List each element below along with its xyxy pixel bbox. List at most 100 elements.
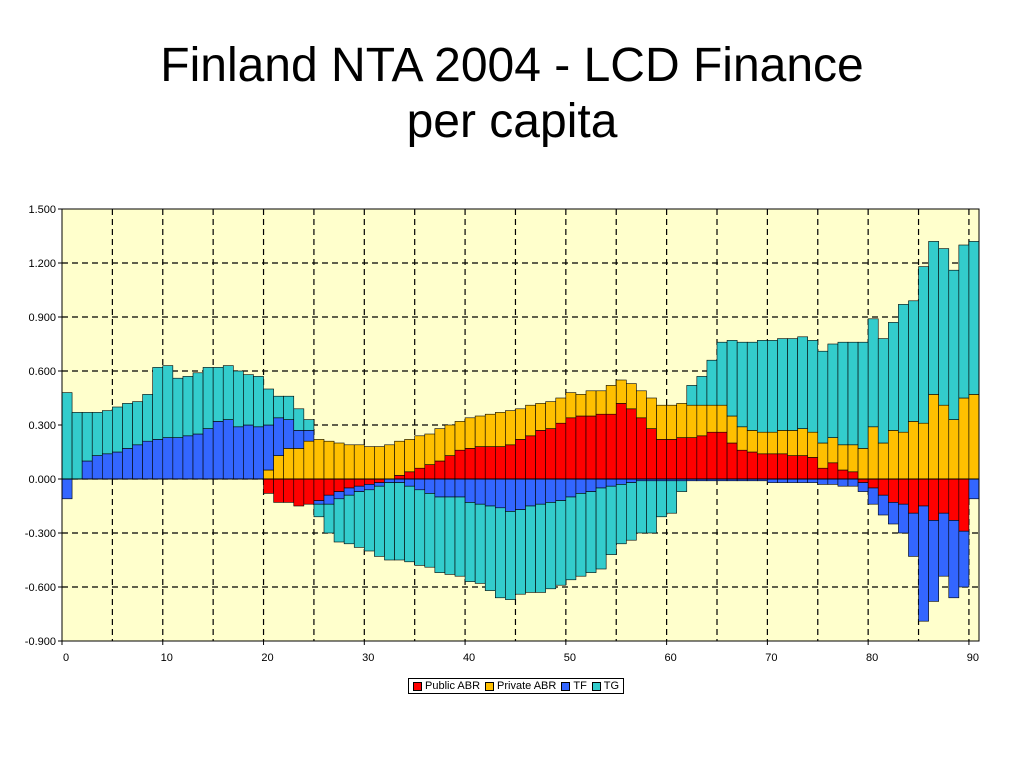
bar-public-abr [817, 467, 829, 480]
bars [61, 241, 980, 622]
bar-tg [605, 485, 617, 555]
bar-public-abr [293, 478, 305, 507]
bar-tg [222, 365, 234, 420]
bar-tf [323, 494, 335, 505]
bar-private-abr [877, 442, 889, 480]
bar-public-abr [857, 478, 869, 483]
bar-tg [656, 480, 667, 518]
bar-public-abr [847, 471, 859, 480]
bar-private-abr [505, 410, 516, 446]
bar-public-abr [333, 478, 345, 492]
bar-tg [676, 480, 688, 492]
x-tick-label: 10 [161, 652, 173, 664]
y-tick-label: -0.300 [25, 528, 56, 540]
bar-tg [968, 241, 980, 395]
bar-tf [464, 478, 476, 503]
bar-public-abr [686, 437, 698, 480]
bar-tg [474, 503, 486, 584]
bar-tg [505, 511, 516, 600]
bar-tf [91, 455, 103, 480]
bar-tg [71, 412, 83, 480]
bar-tg [253, 376, 264, 428]
bar-public-abr [767, 453, 778, 480]
bar-private-abr [636, 390, 647, 419]
bar-tg [757, 340, 768, 433]
bar-public-abr [787, 455, 798, 480]
bar-tg [394, 482, 405, 561]
bar-tf [817, 478, 829, 485]
bar-private-abr [575, 394, 587, 417]
bar-private-abr [545, 401, 557, 429]
bar-public-abr [777, 453, 788, 480]
bar-public-abr [414, 467, 426, 480]
bar-tg [353, 491, 365, 548]
bar-private-abr [615, 379, 627, 404]
y-tick-label: 1.500 [28, 204, 56, 216]
bar-public-abr [283, 478, 295, 503]
bar-tg [112, 406, 123, 453]
bar-tg [797, 336, 808, 429]
bar-public-abr [706, 431, 718, 480]
bar-tg [726, 340, 738, 417]
bar-private-abr [847, 444, 859, 473]
bar-public-abr [595, 413, 607, 480]
x-axis-ticks: 0 10 20 30 40 50 60 70 80 90 [61, 641, 979, 664]
bar-tf [61, 478, 73, 500]
bar-private-abr [736, 426, 748, 451]
bar-tg [273, 395, 284, 419]
bar-tg [142, 394, 153, 442]
bar-tg [152, 367, 164, 440]
bar-public-abr [757, 453, 768, 480]
bar-public-abr [374, 478, 385, 483]
bar-tg [686, 385, 698, 406]
bar-tg [706, 359, 718, 406]
bar-tf [142, 440, 153, 480]
bar-public-abr [525, 435, 536, 480]
bar-tg [857, 341, 869, 449]
bar-private-abr [303, 440, 315, 480]
bar-tf [767, 478, 778, 483]
bar-private-abr [958, 397, 970, 480]
bar-tf [424, 478, 436, 494]
bar-public-abr [364, 478, 375, 485]
bar-private-abr [595, 390, 607, 415]
bar-private-abr [626, 383, 637, 410]
bar-private-abr [434, 428, 446, 462]
bar-public-abr [474, 446, 486, 480]
bar-private-abr [484, 413, 496, 447]
bar-tf [353, 485, 365, 492]
x-tick-label: 0 [63, 652, 69, 664]
x-tick-label: 70 [765, 652, 777, 664]
bar-private-abr [706, 404, 718, 433]
bar-public-abr [585, 415, 597, 480]
bar-private-abr [646, 397, 657, 429]
bar-tf [283, 419, 295, 449]
legend-label-private-abr: Private ABR [497, 680, 557, 692]
bar-private-abr [726, 415, 738, 444]
bar-tf [908, 512, 919, 557]
bar-tg [102, 410, 113, 455]
bar-private-abr [495, 412, 506, 447]
bar-tf [626, 478, 637, 483]
bar-private-abr [837, 444, 849, 471]
legend-item-public-abr: Public ABR [413, 680, 480, 692]
bar-private-abr [787, 430, 798, 456]
bar-private-abr [555, 397, 567, 424]
x-tick-label: 90 [967, 652, 979, 664]
bar-tg [303, 419, 315, 431]
bar-private-abr [454, 421, 466, 451]
bar-private-abr [898, 431, 909, 480]
bar-tg [212, 367, 224, 422]
bar-tg [91, 412, 103, 456]
bar-tf [444, 478, 456, 498]
bar-private-abr [757, 431, 768, 455]
chart-title-line2: per capita [406, 95, 618, 148]
bar-tf [122, 448, 133, 480]
bar-tf [827, 478, 839, 485]
bar-tg [414, 489, 426, 566]
bar-public-abr [505, 444, 516, 480]
bar-tf [192, 433, 204, 480]
bar-private-abr [827, 437, 839, 464]
bar-tg [444, 496, 456, 575]
bar-tf [928, 520, 939, 602]
